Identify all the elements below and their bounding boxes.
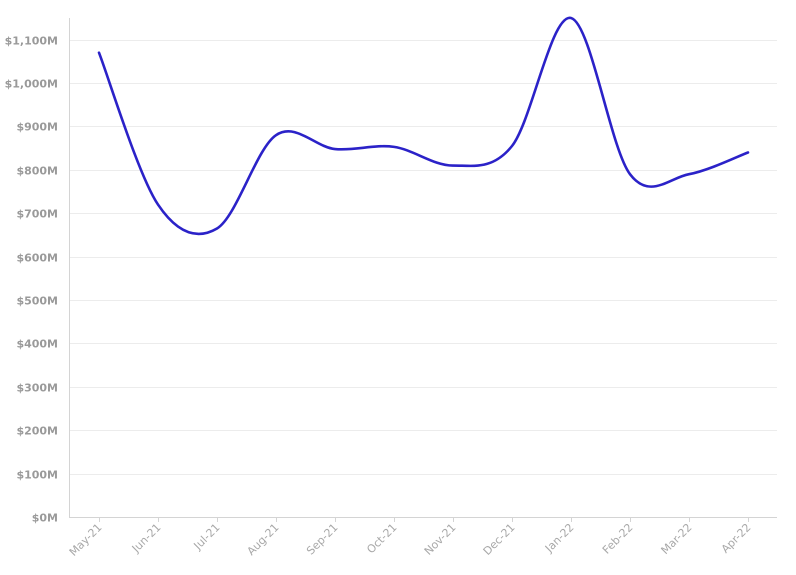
x-tick-label: Dec-21	[481, 521, 518, 558]
axes	[69, 18, 777, 518]
x-tick-label: Apr-22	[719, 521, 754, 556]
x-tick-label: Mar-22	[659, 521, 695, 557]
series-line	[97, 16, 750, 236]
x-tick-label: Jul-21	[191, 521, 223, 553]
y-tick-label: $1,100M	[5, 35, 58, 48]
x-tick-label: Sep-21	[304, 521, 341, 558]
x-tick-label: Nov-21	[422, 521, 459, 558]
x-axis-ticks: May-21 Jun-21 Jul-21 Aug-21 Sep-21 Oct-21 Nov-…	[67, 517, 754, 559]
y-tick-label: $1,000M	[5, 78, 58, 91]
x-tick-label: Jan-22	[542, 521, 577, 556]
gridlines	[69, 40, 777, 475]
x-tick-label: Oct-21	[364, 521, 399, 556]
x-tick-label: May-21	[67, 521, 105, 559]
y-tick-label: $900M	[16, 121, 58, 134]
y-tick-label: $800M	[16, 165, 58, 178]
y-tick-label: $400M	[16, 338, 58, 351]
x-tick-label: Jun-21	[129, 521, 164, 556]
y-tick-label: $100M	[16, 469, 58, 482]
y-tick-label: $0M	[32, 512, 58, 525]
y-tick-label: $300M	[16, 382, 58, 395]
y-axis-ticks: $0M $100M $200M $300M $400M $500M $600M $700M $8…	[5, 35, 58, 525]
y-tick-label: $700M	[16, 208, 58, 221]
series-layer	[97, 16, 750, 236]
y-tick-label: $200M	[16, 425, 58, 438]
x-tick-label: Aug-21	[245, 521, 282, 558]
x-tick-label: Feb-22	[600, 521, 636, 557]
y-tick-label: $600M	[16, 252, 58, 265]
y-tick-label: $500M	[16, 295, 58, 308]
